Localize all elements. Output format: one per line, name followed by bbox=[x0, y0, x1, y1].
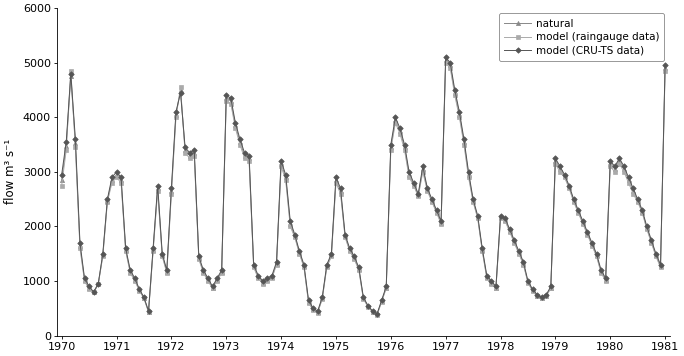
model (CRU-TS data) bbox=[647, 238, 655, 242]
model (raingauge data) bbox=[647, 241, 655, 245]
natural bbox=[442, 58, 450, 62]
model (CRU-TS data) bbox=[464, 170, 473, 174]
natural bbox=[483, 275, 491, 279]
natural bbox=[661, 66, 669, 70]
Line: natural: natural bbox=[60, 58, 667, 316]
Y-axis label: flow m³ s⁻¹: flow m³ s⁻¹ bbox=[4, 139, 17, 204]
model (CRU-TS data) bbox=[446, 61, 454, 65]
model (CRU-TS data) bbox=[57, 172, 66, 177]
natural bbox=[464, 172, 473, 177]
natural bbox=[647, 240, 655, 244]
model (CRU-TS data) bbox=[661, 63, 669, 68]
natural bbox=[57, 178, 66, 182]
model (raingauge data) bbox=[98, 254, 107, 258]
model (CRU-TS data) bbox=[373, 312, 381, 316]
Line: model (CRU-TS data): model (CRU-TS data) bbox=[60, 55, 667, 316]
Legend: natural, model (raingauge data), model (CRU-TS data): natural, model (raingauge data), model (… bbox=[499, 14, 664, 61]
model (CRU-TS data) bbox=[483, 273, 491, 278]
model (raingauge data) bbox=[373, 313, 381, 317]
model (CRU-TS data) bbox=[98, 252, 107, 256]
model (raingauge data) bbox=[57, 183, 66, 188]
Line: model (raingauge data): model (raingauge data) bbox=[60, 60, 668, 317]
model (CRU-TS data) bbox=[633, 197, 642, 201]
model (raingauge data) bbox=[464, 175, 473, 179]
model (raingauge data) bbox=[442, 61, 450, 65]
natural bbox=[633, 199, 642, 203]
natural bbox=[446, 63, 454, 68]
model (raingauge data) bbox=[446, 66, 454, 70]
natural bbox=[98, 253, 107, 257]
model (raingauge data) bbox=[661, 69, 669, 73]
model (raingauge data) bbox=[483, 276, 491, 281]
model (raingauge data) bbox=[633, 200, 642, 204]
natural bbox=[373, 312, 381, 316]
model (CRU-TS data) bbox=[442, 55, 450, 59]
